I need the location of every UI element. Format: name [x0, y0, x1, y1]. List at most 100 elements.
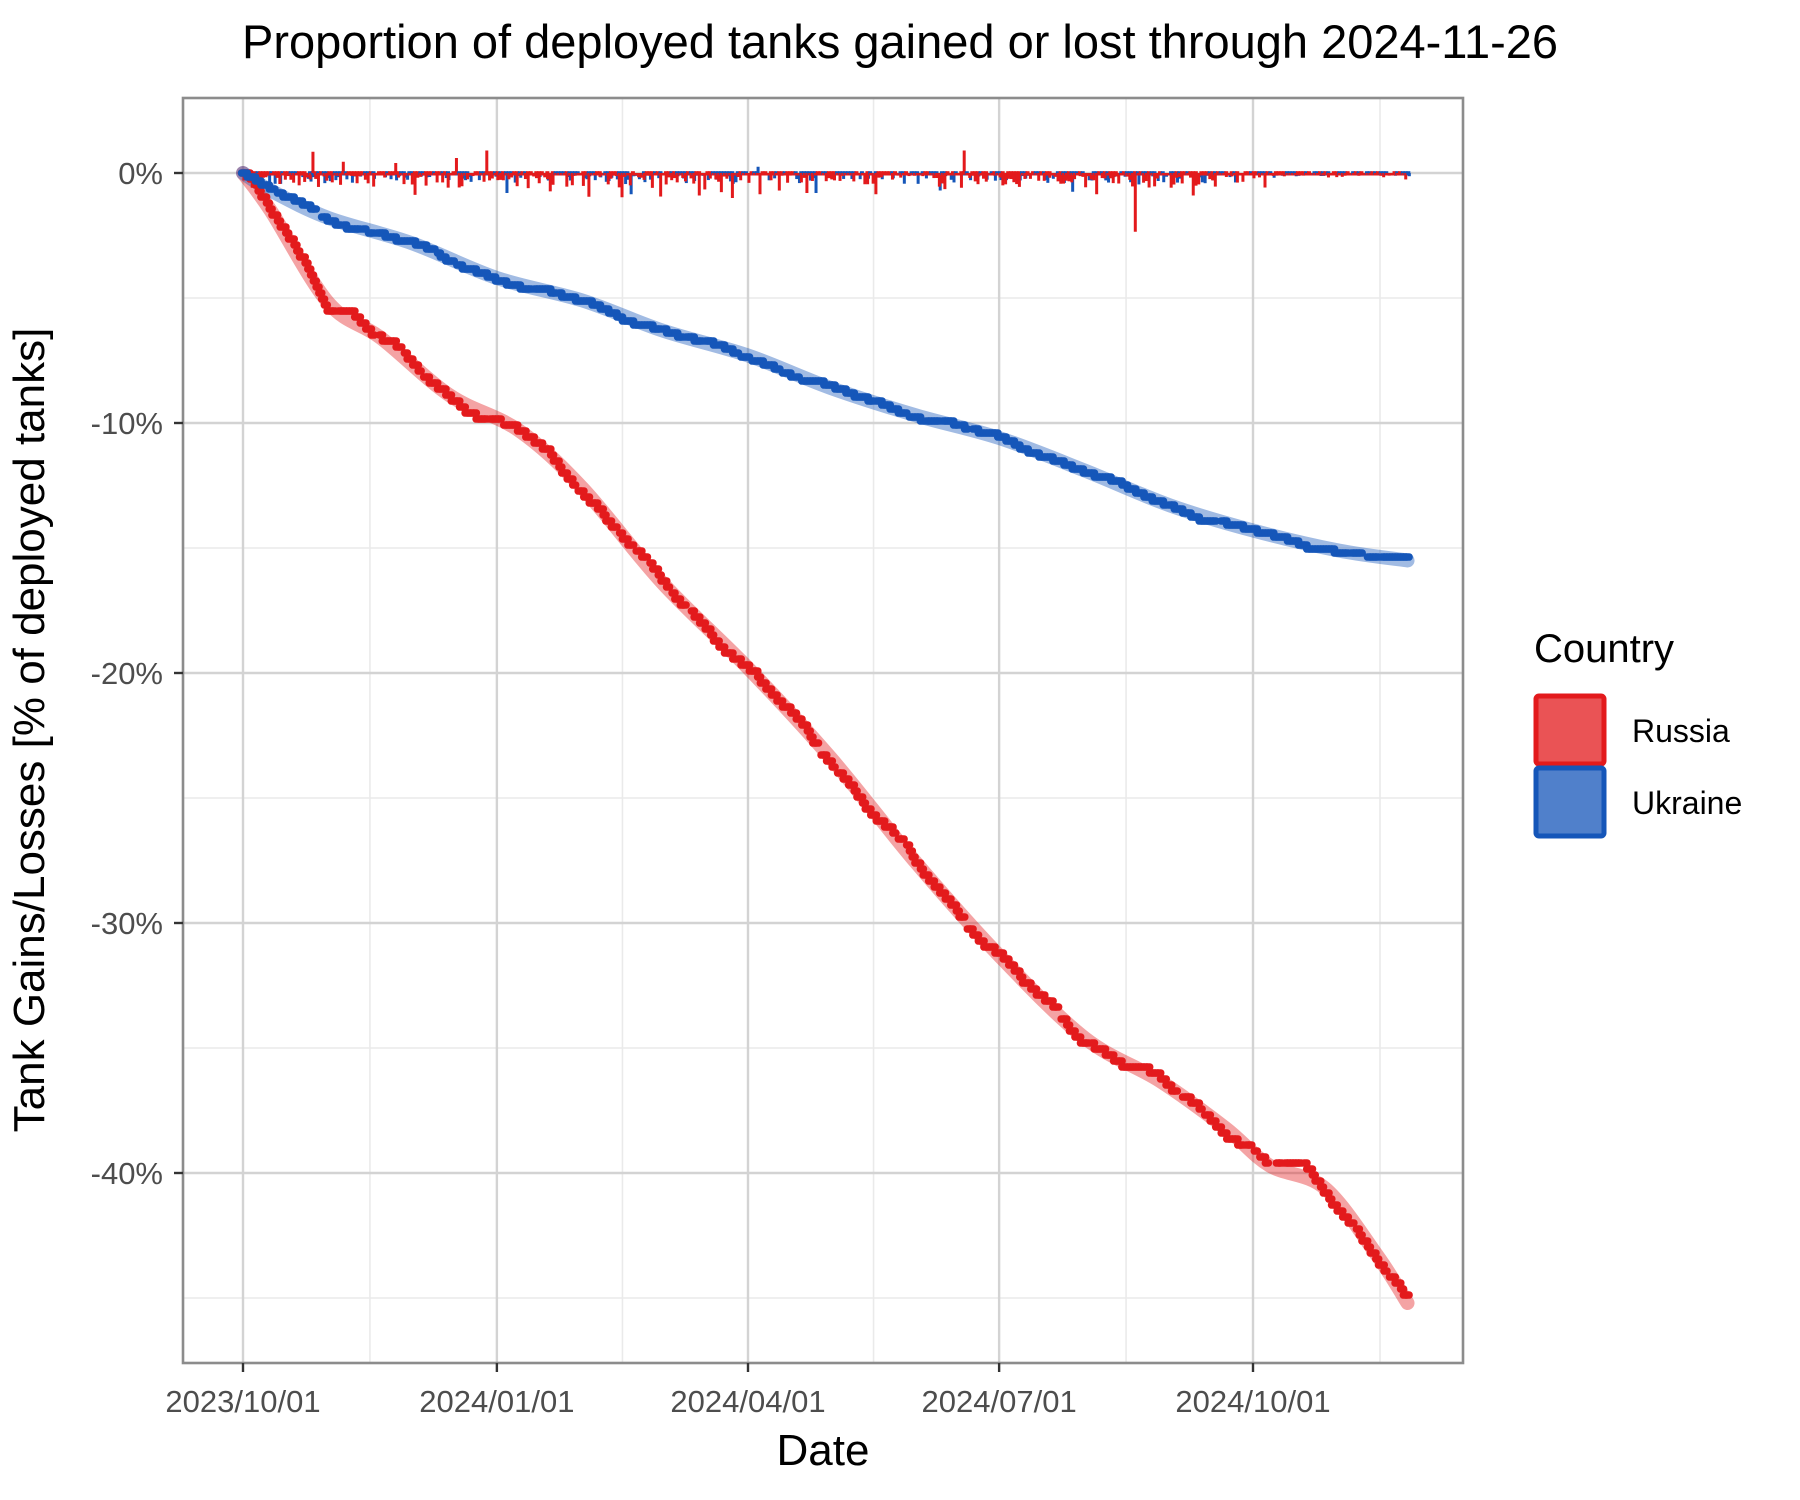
russia-daily-bar [1136, 173, 1140, 176]
data-point [836, 769, 848, 777]
russia-daily-bar [915, 173, 919, 176]
russia-daily-bar [526, 173, 530, 189]
russia-daily-bar [1318, 173, 1322, 176]
russia-daily-bar [490, 173, 494, 179]
russia-daily-bar [1340, 173, 1344, 177]
data-point [1098, 1045, 1110, 1053]
data-point [544, 445, 555, 453]
data-point [1209, 1117, 1220, 1125]
data-point [751, 667, 762, 675]
russia-daily-bar [363, 173, 367, 180]
russia-daily-bar [1315, 173, 1319, 176]
data-point [1203, 1111, 1215, 1119]
data-point [662, 583, 674, 591]
russia-daily-bar [482, 173, 486, 182]
russia-daily-bar [733, 173, 737, 176]
russia-daily-bar [766, 173, 770, 176]
russia-daily-bar [1324, 173, 1328, 176]
ukraine-daily-bar [1087, 173, 1091, 181]
data-point [1015, 973, 1027, 981]
russia-daily-bar [686, 173, 690, 176]
russia-daily-bar [1346, 173, 1350, 176]
russia-daily-bar [1227, 173, 1231, 176]
russia-daily-bar [901, 173, 905, 176]
data-point [1195, 1105, 1206, 1113]
data-point [626, 541, 638, 549]
ukraine-daily-bar [648, 173, 652, 180]
russia-daily-bar [446, 173, 450, 188]
russia-daily-bar [1122, 173, 1126, 176]
russia-daily-bar [670, 173, 674, 181]
russia-daily-bar [1307, 173, 1311, 176]
russia-daily-bar [863, 173, 867, 185]
russia-daily-bar [984, 173, 988, 182]
ukraine-daily-bar [1200, 173, 1204, 183]
russia-daily-bar [408, 173, 412, 176]
russia-daily-bar [1147, 173, 1151, 188]
data-point [375, 331, 387, 339]
data-point [1402, 553, 1413, 561]
ukraine-daily-bar [604, 173, 608, 182]
russia-daily-bar [275, 173, 279, 178]
russia-daily-bar [1249, 173, 1253, 176]
russia-daily-bar [752, 173, 756, 176]
data-point [1308, 1171, 1320, 1179]
russia-daily-bar [587, 173, 591, 197]
ukraine-daily-bar [949, 173, 953, 180]
russia-daily-bar [1390, 173, 1394, 176]
data-point [1038, 991, 1049, 999]
russia-daily-bar [1158, 173, 1162, 176]
ukraine-daily-bar [814, 173, 818, 193]
russia-daily-bar [819, 173, 823, 176]
data-point [789, 709, 801, 717]
russia-daily-bar [1293, 173, 1297, 176]
data-point [938, 889, 950, 897]
russia-daily-bar [1089, 173, 1093, 180]
russia-daily-bar [289, 173, 293, 180]
russia-daily-bar [1194, 173, 1198, 186]
data-point [301, 259, 312, 267]
russia-daily-bar [692, 173, 696, 184]
russia-daily-bar [769, 173, 773, 181]
russia-daily-bar [543, 173, 547, 178]
ukraine-daily-bar [916, 173, 920, 184]
russia-daily-bar [283, 173, 287, 180]
data-point [850, 787, 861, 795]
russia-daily-bar [1131, 173, 1135, 187]
data-point [1258, 1153, 1270, 1161]
y-tick-label: 0% [118, 156, 163, 191]
russia-daily-bar [546, 173, 550, 180]
russia-daily-bar [1271, 173, 1275, 176]
data-point [966, 925, 977, 933]
russia-daily-bar [579, 173, 583, 176]
russia-daily-bar [366, 173, 370, 184]
y-axis-title: Tank Gains/Losses [% of deployed tanks] [5, 328, 54, 1133]
gridlines [183, 98, 1463, 1363]
russia-daily-bar [468, 173, 472, 176]
x-tick-label: 2023/10/01 [165, 1384, 320, 1419]
data-point [1371, 1255, 1383, 1263]
russia-daily-bar [846, 173, 850, 176]
russia-daily-bar [747, 173, 751, 183]
data-point [1388, 1273, 1400, 1281]
ukraine-daily-bar [268, 173, 272, 184]
data-point [687, 607, 699, 615]
legend-label-ukraine: Ukraine [1632, 785, 1742, 821]
russia-daily-bar [532, 173, 536, 177]
russia-daily-bar [358, 173, 362, 177]
data-point [304, 265, 315, 273]
russia-daily-bar [1368, 173, 1372, 176]
ukraine-daily-bar [345, 173, 349, 180]
russia-daily-bar [1216, 173, 1220, 176]
russia-daily-bar [1166, 173, 1170, 176]
data-point [889, 829, 900, 837]
data-point [317, 295, 329, 303]
russia-daily-bar [1117, 173, 1121, 184]
data-point [660, 577, 671, 585]
data-point [367, 331, 378, 339]
russia-daily-bar [689, 173, 693, 179]
ukraine-daily-bar [850, 173, 854, 179]
ukraine-daily-bar [395, 173, 399, 181]
russia-daily-bar [311, 151, 315, 173]
russia-daily-bar [877, 173, 881, 178]
